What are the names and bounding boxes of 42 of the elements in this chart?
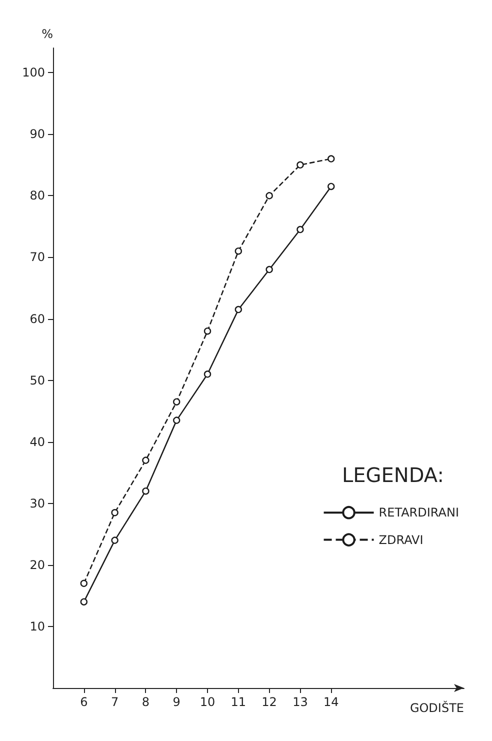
x-tick-label: 13 <box>292 695 308 709</box>
x-tick-label: 12 <box>262 695 277 709</box>
point <box>328 155 335 162</box>
y-tick-label: 70 <box>30 250 45 264</box>
x-tick-label: 14 <box>323 695 339 709</box>
x-tick-label: 9 <box>172 695 180 709</box>
x-tick-label: 11 <box>230 695 246 709</box>
point <box>80 580 88 587</box>
point <box>111 536 118 544</box>
x-tick-label: 10 <box>200 695 216 709</box>
point <box>296 161 304 169</box>
point <box>80 598 88 606</box>
y-tick-label: 50 <box>30 373 45 388</box>
y-tick-label: 90 <box>30 127 45 142</box>
point <box>296 226 304 234</box>
y-tick-label: 40 <box>30 434 45 449</box>
y-tick-label: 30 <box>30 496 45 510</box>
point <box>328 182 335 190</box>
point <box>111 509 118 516</box>
legend-label: RETARDIRANI <box>378 506 460 520</box>
point <box>266 266 273 274</box>
point <box>142 456 150 464</box>
y-tick-label: 20 <box>30 558 45 572</box>
point <box>173 398 180 406</box>
legend-title: LEGENDA: <box>342 462 444 487</box>
y-tick-label: 10 <box>30 619 45 634</box>
y-tick-label: 60 <box>30 312 45 326</box>
point <box>234 247 242 255</box>
x-tick-label: 7 <box>110 695 119 709</box>
point <box>142 487 150 495</box>
x-tick-label: 6 <box>80 695 88 709</box>
point <box>234 306 242 314</box>
legend-label: ZDRAVI <box>378 532 424 547</box>
y-tick-label: 80 <box>30 188 45 203</box>
y-axis-title: % <box>42 27 53 41</box>
point <box>173 416 180 424</box>
point <box>266 192 273 200</box>
x-tick-label: 8 <box>142 695 150 709</box>
point <box>204 370 212 378</box>
x-axis-title: GODIŠTE <box>410 700 464 715</box>
point <box>204 327 212 335</box>
y-tick-label: 100 <box>22 66 45 80</box>
